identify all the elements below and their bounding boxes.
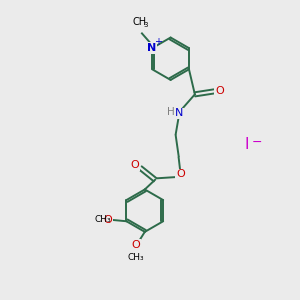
Text: N: N — [147, 43, 156, 53]
Text: CH₃: CH₃ — [127, 253, 144, 262]
Text: O: O — [132, 240, 140, 250]
Text: O: O — [176, 169, 185, 179]
Text: CH₃: CH₃ — [95, 215, 112, 224]
Text: O: O — [131, 160, 140, 170]
Text: O: O — [215, 86, 224, 96]
Text: −: − — [251, 136, 262, 149]
Text: O: O — [103, 215, 112, 225]
Text: 3: 3 — [144, 22, 148, 28]
Text: I: I — [245, 136, 249, 152]
Text: +: + — [154, 37, 162, 47]
Text: CH: CH — [133, 16, 147, 27]
Text: H: H — [167, 107, 174, 117]
Text: N: N — [175, 109, 183, 118]
